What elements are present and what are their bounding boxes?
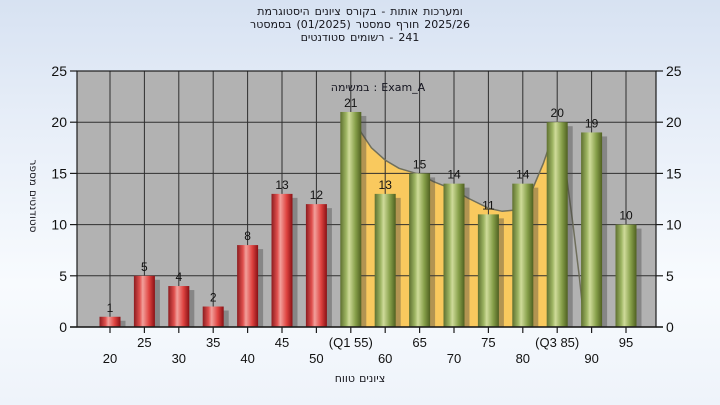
y-tick-label-right: 0	[666, 319, 674, 335]
bar-value-label: 21	[344, 96, 358, 110]
bar-value-label: 14	[516, 168, 530, 182]
bar-value-label: 1	[107, 301, 114, 315]
bar	[546, 122, 568, 327]
x-tick-label: 95	[619, 335, 633, 350]
y-tick-label-left: 25	[51, 63, 67, 79]
y-tick-label-left: 5	[59, 268, 67, 284]
annotation-token: במשימה	[330, 81, 370, 94]
bar	[615, 224, 637, 327]
title-token: סמסטר	[355, 18, 391, 31]
bar-value-label: 12	[310, 188, 324, 202]
y-title-token: סטודנטים	[27, 189, 39, 233]
x-tick-label: (Q3 85)	[535, 335, 579, 350]
x-tick-label: 65	[412, 335, 426, 350]
bar	[305, 204, 327, 327]
x-axis-title: טווח ציונים	[280, 372, 440, 385]
y-tick-label-right: 10	[666, 217, 682, 233]
x-tick-label: (Q1 55)	[329, 335, 373, 350]
bar	[237, 245, 259, 327]
annotation-token: :	[373, 81, 378, 94]
bar	[271, 193, 293, 327]
title-token: -	[389, 31, 394, 44]
x-tick-label: 45	[275, 335, 289, 350]
bar	[581, 132, 603, 327]
y-tick-label-left: 15	[51, 165, 67, 181]
x-tick-label: 75	[481, 335, 495, 350]
title-token: חורף	[395, 18, 420, 31]
bar	[512, 183, 534, 327]
bar	[340, 111, 362, 328]
title-token: ציונים	[314, 5, 341, 18]
y-tick-label-left: 0	[59, 319, 67, 335]
bar-value-label: 8	[244, 229, 251, 243]
title-token: בסמסטר	[250, 18, 292, 31]
bar-value-label: 4	[175, 270, 182, 284]
x-tick-label: 50	[309, 351, 323, 366]
bar	[443, 183, 465, 327]
x-tick-label: 35	[206, 335, 220, 350]
bar-value-label: 5	[141, 260, 148, 274]
x-title-token: טווח	[334, 372, 356, 385]
title-token: ומערכות	[423, 5, 463, 18]
x-tick-label: 40	[240, 351, 254, 366]
title-token: -	[381, 5, 386, 18]
x-tick-label: 70	[447, 351, 461, 366]
y-tick-label-right: 15	[666, 165, 682, 181]
bar-value-label: 20	[551, 106, 565, 120]
bar	[477, 214, 499, 327]
bar	[168, 286, 190, 327]
title-token: 241	[398, 31, 420, 44]
bar-value-label: 19	[585, 116, 599, 130]
title-token: 2025/26	[424, 18, 470, 31]
bar-value-label: 13	[275, 178, 289, 192]
series-annotation: במשימה: Exam_A	[308, 81, 448, 94]
y-axis-title: מספר סטודנטים	[27, 160, 39, 233]
bar-value-label: 2	[210, 291, 217, 305]
bar	[409, 173, 431, 327]
y-tick-label-left: 10	[51, 217, 67, 233]
chart-title-line1: היסטוגרמת ציונים בקורס - אותות ומערכות	[257, 5, 462, 18]
x-tick-label: 60	[378, 351, 392, 366]
chart-title-line2: בסמסטר (01/2025) סמסטר חורף 2025/26	[250, 18, 470, 31]
bar-value-label: 13	[379, 178, 393, 192]
bar	[202, 306, 224, 327]
title-token: (01/2025)	[296, 18, 351, 31]
bar-value-label: 11	[482, 198, 495, 212]
y-tick-label-right: 25	[666, 63, 682, 79]
y-tick-label-right: 20	[666, 114, 682, 130]
chart-title: היסטוגרמת ציונים בקורס - אותות ומערכות בסמסטר…	[0, 5, 720, 44]
bar-value-label: 10	[619, 209, 633, 223]
bar-value-label: 15	[413, 157, 427, 171]
title-token: רשומים	[350, 31, 385, 44]
bar	[99, 316, 121, 327]
title-token: סטודנטים	[300, 31, 346, 44]
chart-title-line3: סטודנטים רשומים -241	[301, 31, 420, 44]
x-tick-label: 90	[584, 351, 598, 366]
plot-frame	[70, 70, 663, 328]
axis-ticks	[70, 70, 663, 333]
x-tick-label: 20	[103, 351, 117, 366]
x-title-token: ציונים	[359, 372, 386, 385]
bar	[133, 275, 155, 327]
title-token: אותות	[390, 5, 419, 18]
y-tick-label-left: 20	[51, 114, 67, 130]
bar	[374, 193, 396, 327]
y-tick-label-right: 5	[666, 268, 674, 284]
bar-value-label: 14	[447, 168, 461, 182]
x-tick-label: 25	[137, 335, 151, 350]
y-title-token: מספר	[27, 159, 39, 186]
x-tick-label: 80	[516, 351, 530, 366]
title-token: היסטוגרמת	[257, 5, 310, 18]
title-token: בקורס	[345, 5, 377, 18]
x-tick-label: 30	[172, 351, 186, 366]
histogram-bars	[99, 111, 642, 328]
annotation-token: Exam_A	[381, 81, 426, 94]
